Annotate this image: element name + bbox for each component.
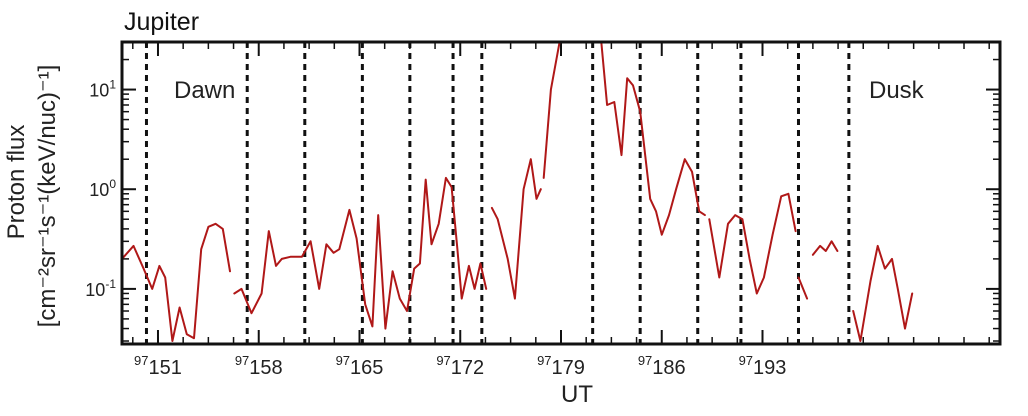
series-line-segment (542, 42, 561, 179)
y-axis-label-line1: Proton flux (3, 125, 30, 240)
x-tick-label: 97193 (739, 353, 787, 379)
y-tick-label: 100 (89, 177, 116, 200)
x-tick-label: 97186 (638, 353, 686, 379)
annotation-dusk: Dusk (869, 77, 925, 104)
series-line-segment (811, 240, 839, 256)
y-tick-label: 10-1 (85, 277, 116, 300)
series-group (122, 42, 914, 342)
series-line-segment (122, 222, 231, 342)
x-tick-label: 97165 (336, 353, 384, 379)
series-line-segment (797, 276, 809, 300)
y-axis-label-line2: [cm⁻²sr⁻¹s⁻¹(keV/nuc)⁻¹] (34, 65, 61, 328)
x-tick-label: 97179 (537, 353, 585, 379)
series-line-segment (708, 192, 797, 295)
x-tick-label: 97151 (134, 353, 182, 379)
plot-frame (120, 40, 1002, 346)
plot-layer: 97151 97158 97165 97172 97179 97186 97193 10-1 1… (85, 42, 1000, 379)
series-line-segment (600, 42, 706, 236)
series-line-segment (852, 244, 914, 342)
chart-title: Jupiter (124, 8, 199, 36)
annotation-dawn: Dawn (174, 77, 235, 104)
series-line-segment (490, 158, 542, 300)
series-line-segment (233, 176, 488, 330)
x-axis-label: UT (561, 381, 593, 408)
y-tick-label: 101 (89, 78, 116, 101)
x-tick-label: 97172 (436, 353, 484, 379)
x-tick-label: 97158 (235, 353, 283, 379)
